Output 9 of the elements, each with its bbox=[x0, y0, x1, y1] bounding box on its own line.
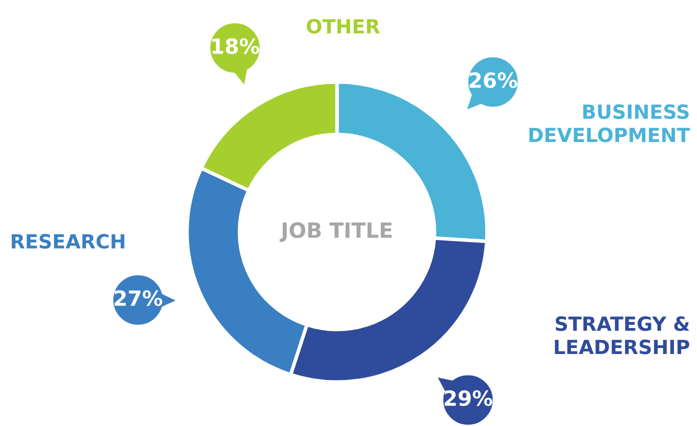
slice-label: OTHER bbox=[306, 18, 380, 34]
slice-label: BUSINESS DEVELOPMENT bbox=[529, 104, 690, 142]
text: JOB TITLE bbox=[280, 222, 392, 242]
data-label: 18% bbox=[212, 38, 260, 54]
slice-label: RESEARCH bbox=[12, 234, 124, 249]
data-label: 27% bbox=[114, 290, 162, 306]
data-label: 26% bbox=[470, 72, 518, 88]
slice-label: STRATEGY & LEADERSHIP bbox=[554, 316, 690, 354]
data-label: 29% bbox=[444, 390, 492, 406]
